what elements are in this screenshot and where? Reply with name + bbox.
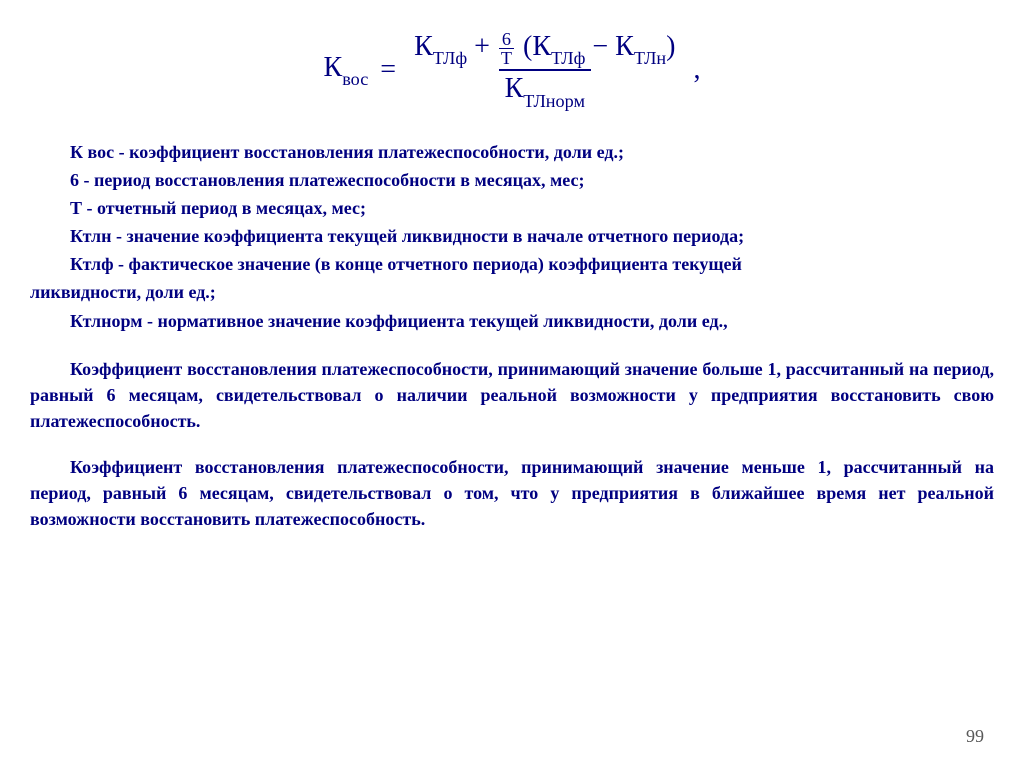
num-term1-base: К: [414, 31, 433, 62]
def-kvos: К вос - коэффициент восстановления плате…: [30, 139, 994, 165]
def-t: Т - отчетный период в месяцах, мес;: [30, 195, 994, 221]
trailing-comma: ,: [693, 54, 700, 86]
definitions-block: К вос - коэффициент восстановления плате…: [0, 129, 1024, 334]
interpretation-less-1: Коэффициент восстановления платежеспособ…: [30, 454, 994, 532]
num-term2-sub: ТЛф: [551, 48, 585, 68]
def-ktln: Ктлн - значение коэффициента текущей лик…: [30, 223, 994, 249]
numerator: КТЛф + 6 T (КТЛф − КТЛн): [408, 30, 681, 69]
lhs-base: К: [324, 52, 343, 83]
small-frac-num: 6: [500, 30, 513, 48]
interpretation-block: Коэффициент восстановления платежеспособ…: [0, 336, 1024, 533]
def-6: 6 - период восстановления платежеспособн…: [30, 167, 994, 193]
num-term3-sub: ТЛн: [634, 48, 666, 68]
plus-sign: +: [474, 31, 490, 62]
page-number: 99: [966, 726, 984, 747]
equals-sign: =: [380, 54, 396, 86]
lhs-sub: вос: [342, 69, 368, 89]
minus-sign: −: [592, 31, 608, 62]
rparen: ): [666, 31, 675, 62]
formula: Квос = КТЛф + 6 T (КТЛф − КТЛн) КТЛнорм …: [324, 30, 701, 109]
den-base: К: [505, 73, 524, 104]
def-ktlf-line2: ликвидности, доли ед.;: [30, 279, 994, 305]
def-ktlnorm: Ктлнорм - нормативное значение коэффицие…: [30, 308, 994, 334]
num-term1-sub: ТЛф: [433, 48, 467, 68]
num-term2-base: К: [532, 31, 551, 62]
denominator: КТЛнорм: [499, 69, 591, 109]
small-frac-den: T: [499, 48, 514, 67]
small-fraction: 6 T: [499, 30, 514, 67]
lhs: Квос: [324, 52, 369, 88]
formula-block: Квос = КТЛф + 6 T (КТЛф − КТЛн) КТЛнорм …: [0, 0, 1024, 129]
interpretation-greater-1: Коэффициент восстановления платежеспособ…: [30, 356, 994, 434]
lparen: (: [523, 31, 532, 62]
main-fraction: КТЛф + 6 T (КТЛф − КТЛн) КТЛнорм: [408, 30, 681, 109]
def-ktlf-line1: Ктлф - фактическое значение (в конце отч…: [30, 251, 994, 277]
den-sub: ТЛнорм: [523, 91, 585, 111]
num-term3-base: К: [615, 31, 634, 62]
